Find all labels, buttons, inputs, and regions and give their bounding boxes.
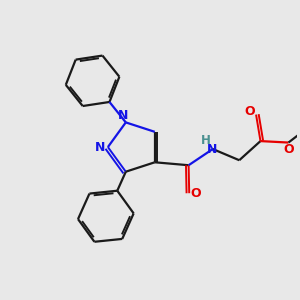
Text: N: N — [207, 143, 217, 156]
Text: O: O — [190, 187, 201, 200]
Text: N: N — [95, 141, 106, 154]
Text: O: O — [244, 105, 255, 118]
Text: H: H — [201, 134, 211, 147]
Text: O: O — [284, 142, 294, 155]
Text: N: N — [118, 110, 129, 122]
